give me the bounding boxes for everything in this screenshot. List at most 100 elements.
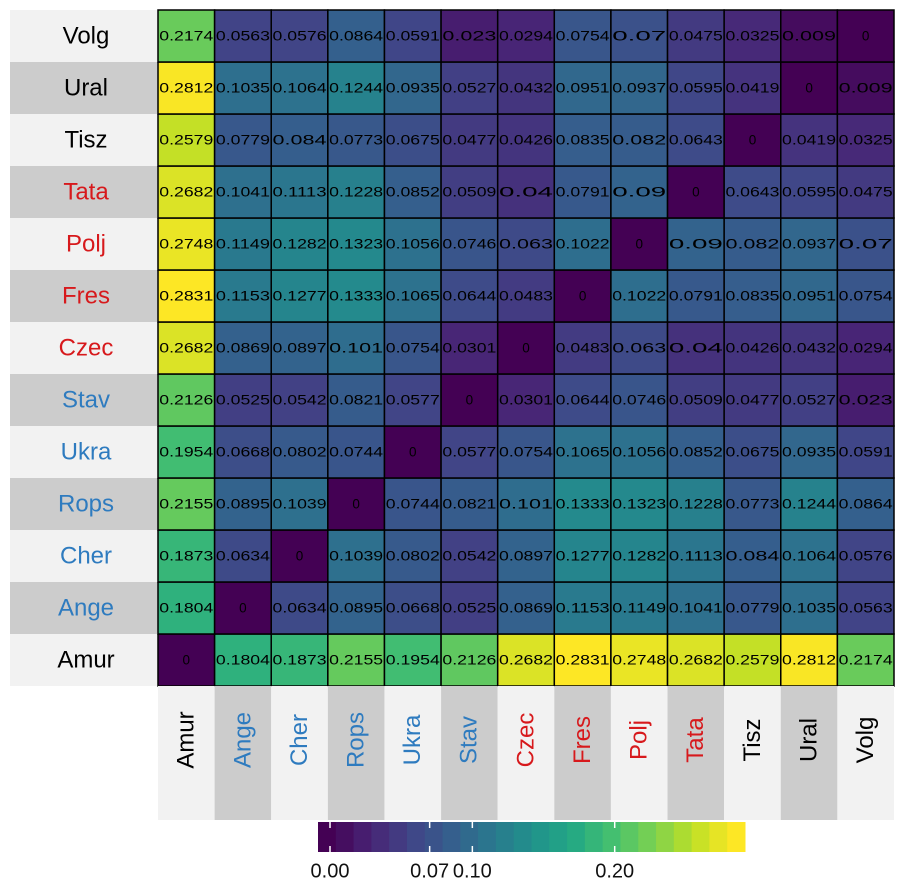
cell-label: 0.2174: [839, 653, 894, 668]
cell-label: 0.1065: [386, 289, 440, 304]
cell-label: 0: [692, 185, 700, 200]
cell-label: 0.2682: [159, 341, 213, 356]
cell-label: 0.1804: [216, 653, 271, 668]
cell-label: 0: [466, 393, 474, 408]
heat-cell: [157, 529, 216, 583]
y-tick-label: Volg: [63, 22, 110, 49]
heat-cell: [610, 321, 669, 375]
cell-label: 0.1056: [386, 237, 440, 252]
row-label-bg: [10, 478, 158, 530]
cell-label: 0.1244: [329, 81, 384, 96]
cell-label: 0.0869: [216, 341, 270, 356]
cell-label: 0.1228: [329, 185, 383, 200]
heat-cell: [496, 477, 556, 531]
cell-label: 0.0754: [499, 445, 554, 460]
col-label-bg: [780, 686, 838, 820]
cell-label: 0: [862, 29, 870, 44]
cell-label: 0.0937: [612, 81, 666, 96]
cell-label: 0.0744: [329, 445, 384, 460]
cell-label: 0.0563: [839, 601, 893, 616]
cell-label: 0.1149: [612, 601, 666, 616]
cell-label: 0.0951: [782, 289, 836, 304]
row-label-bg: [10, 582, 158, 634]
cell-label: 0.1113: [669, 549, 723, 564]
heat-cell: [440, 321, 499, 375]
y-tick-label: Amur: [57, 646, 114, 673]
row-label-bg: [10, 426, 158, 478]
heat-cell: [157, 425, 216, 479]
cell-label: 0.084: [273, 133, 328, 148]
colorbar-segment: [673, 822, 693, 852]
cell-label: 0.0821: [442, 497, 496, 512]
x-tick-label: Polj: [626, 720, 653, 760]
heat-cell: [157, 269, 216, 323]
cell-label: 0.1065: [556, 445, 610, 460]
cell-label: 0.2682: [159, 185, 213, 200]
cell-label: 0.0791: [669, 289, 723, 304]
cell-label: 0.0525: [216, 393, 270, 408]
cell-label: 0.0675: [386, 133, 440, 148]
cell-label: 0.0477: [442, 133, 496, 148]
cell-label: 0.0432: [782, 341, 836, 356]
cell-label: 0.082: [612, 133, 666, 148]
y-tick-label: Cher: [60, 542, 112, 569]
cell-label: 0.082: [725, 237, 779, 252]
cell-label: 0: [805, 81, 813, 96]
cell-label: 0.2812: [159, 81, 213, 96]
heat-cell: [270, 61, 329, 115]
heat-cell: [610, 477, 669, 531]
cell-label: 0.1153: [216, 289, 270, 304]
colorbar-segment: [478, 822, 497, 852]
heat-cell: [836, 217, 895, 271]
colorbar-segment: [353, 822, 372, 852]
cell-label: 0.0835: [725, 289, 779, 304]
cell-label: 0.0746: [612, 393, 666, 408]
colorbar-tick-label: 0.07: [410, 860, 449, 882]
colorbar-segment: [371, 822, 390, 852]
col-label-bg: [610, 686, 668, 820]
heat-cell: [836, 581, 895, 635]
heat-cell: [213, 269, 272, 323]
cell-label: 0.1333: [329, 289, 383, 304]
heat-cell: [383, 165, 442, 219]
cell-label: 0.0754: [556, 29, 611, 44]
cell-label: 0.2155: [329, 653, 383, 668]
cell-label: 0.084: [725, 549, 780, 564]
cell-label: 0.0595: [669, 81, 723, 96]
cell-label: 0.0644: [556, 393, 611, 408]
cell-label: 0.1039: [273, 497, 327, 512]
cell-label: 0.2126: [159, 393, 213, 408]
heat-cell: [553, 529, 612, 583]
cell-label: 0.1333: [556, 497, 610, 512]
col-label-bg: [724, 686, 781, 820]
cell-label: 0.2579: [159, 133, 213, 148]
cell-label: 0.0791: [556, 185, 610, 200]
cell-label: 0.0773: [725, 497, 779, 512]
cell-label: 0.0779: [725, 601, 779, 616]
heat-cell: [836, 9, 895, 63]
cell-label: 0.0542: [273, 393, 327, 408]
cell-label: 0.09: [669, 237, 723, 252]
cell-label: 0.0852: [669, 445, 723, 460]
cell-label: 0.0897: [499, 549, 553, 564]
row-label-bg: [10, 530, 158, 582]
cell-label: 0.0577: [386, 393, 440, 408]
heat-cell: [440, 425, 499, 479]
cell-label: 0.09: [612, 185, 666, 200]
heat-cell: [496, 321, 556, 375]
heat-cell: [270, 9, 329, 63]
cell-label: 0.0426: [499, 133, 553, 148]
cell-label: 0.0591: [839, 445, 893, 460]
heat-cell: [610, 425, 669, 479]
colorbar-tick-label: 0.00: [311, 860, 350, 882]
colorbar-segment: [691, 822, 710, 852]
cell-label: 0.0754: [386, 341, 441, 356]
heat-cell: [270, 633, 329, 687]
y-tick-label: Fres: [62, 282, 110, 309]
cell-label: 0.1244: [782, 497, 837, 512]
cell-label: 0.0821: [329, 393, 383, 408]
x-tick-label: Ural: [795, 718, 822, 762]
cell-label: 0.0643: [669, 133, 723, 148]
cell-label: 0.2682: [669, 653, 723, 668]
heat-cell: [383, 373, 442, 427]
